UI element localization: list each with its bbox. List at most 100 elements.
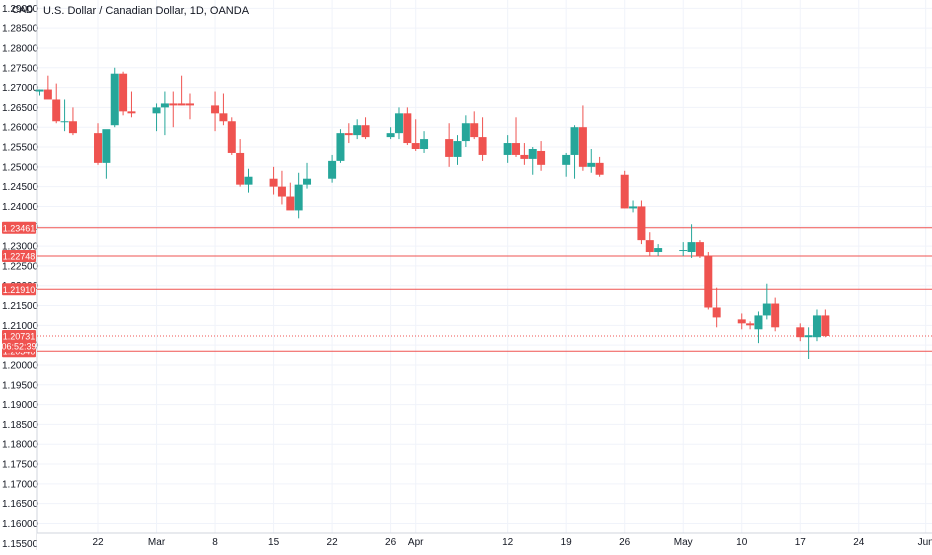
candle-body[interactable] (679, 250, 688, 252)
candle-body[interactable] (394, 113, 403, 134)
x-tick-label: 22 (92, 537, 104, 548)
candle-body[interactable] (570, 127, 579, 155)
candle-body[interactable] (645, 240, 654, 253)
candle-body[interactable] (277, 186, 286, 197)
y-tick-label: 1.27500 (2, 63, 39, 74)
candle-body[interactable] (386, 133, 395, 138)
candle-body[interactable] (470, 123, 479, 138)
candle-body[interactable] (620, 174, 629, 209)
candle-body[interactable] (94, 133, 103, 163)
plot-area (37, 0, 932, 533)
y-tick-label: 1.20000 (2, 360, 39, 371)
chart-title: U.S. Dollar / Canadian Dollar, 1D, OANDA (43, 5, 250, 17)
candle-body[interactable] (771, 303, 780, 328)
x-tick-label: 17 (795, 537, 807, 548)
candle-body[interactable] (303, 178, 312, 185)
candle-body[interactable] (796, 327, 805, 338)
candle-body[interactable] (286, 196, 295, 211)
candle-body[interactable] (804, 335, 813, 338)
candle-body[interactable] (403, 113, 412, 144)
candle-body[interactable] (687, 242, 696, 253)
y-tick-label: 1.28000 (2, 43, 39, 54)
candle-body[interactable] (269, 178, 278, 187)
candle-body[interactable] (537, 150, 546, 165)
candle-body[interactable] (461, 123, 470, 142)
y-tick-label: 1.26000 (2, 123, 39, 134)
candle-body[interactable] (127, 111, 136, 114)
candle-body[interactable] (629, 206, 638, 209)
y-tick-label: 1.26500 (2, 103, 39, 114)
candle-body[interactable] (503, 143, 512, 155)
candle-body[interactable] (762, 303, 771, 316)
candle-body[interactable] (227, 121, 236, 153)
candle-body[interactable] (637, 206, 646, 241)
candle-body[interactable] (211, 105, 220, 114)
x-tick-label: Apr (408, 537, 424, 548)
candle-body[interactable] (328, 160, 337, 179)
candle-body[interactable] (445, 139, 454, 157)
level-price-tag (2, 250, 36, 263)
candle-body[interactable] (43, 89, 52, 100)
candle-body[interactable] (336, 133, 345, 161)
candle-body[interactable] (704, 255, 713, 308)
candle-body[interactable] (60, 121, 69, 123)
candle-body[interactable] (746, 323, 755, 326)
candle-body[interactable] (528, 148, 537, 159)
time-axis (37, 533, 932, 550)
candle-body[interactable] (35, 89, 44, 92)
candle-body[interactable] (152, 107, 161, 114)
candle-body[interactable] (411, 143, 420, 149)
candle-body[interactable] (587, 162, 596, 167)
y-tick-label: 1.16000 (2, 519, 39, 530)
y-tick-label: 1.25500 (2, 143, 39, 154)
level-price-label: 1.23461 (3, 223, 36, 233)
x-tick-label: 26 (619, 537, 631, 548)
y-tick-label: 1.27000 (2, 83, 39, 94)
candle-body[interactable] (712, 307, 721, 318)
candle-body[interactable] (562, 154, 571, 165)
y-tick-label: 1.24000 (2, 202, 39, 213)
candle-body[interactable] (520, 154, 529, 159)
y-tick-label: 1.18500 (2, 420, 39, 431)
candle-body[interactable] (420, 139, 429, 149)
candle-body[interactable] (361, 125, 370, 138)
candle-body[interactable] (236, 152, 245, 185)
candle-body[interactable] (578, 127, 587, 167)
candle-body[interactable] (244, 176, 253, 185)
level-price-label: 1.21910 (3, 285, 36, 295)
candle-body[interactable] (654, 248, 663, 253)
candle-body[interactable] (821, 315, 830, 336)
candle-body[interactable] (219, 113, 228, 122)
candle-body[interactable] (110, 73, 119, 126)
candle-body[interactable] (695, 242, 704, 256)
y-tick-label: 1.24500 (2, 182, 39, 193)
candle-body[interactable] (160, 103, 169, 108)
candle-body[interactable] (185, 103, 194, 106)
candle-body[interactable] (177, 103, 186, 106)
candle-body[interactable] (169, 103, 178, 106)
candle-body[interactable] (754, 315, 763, 330)
candle-body[interactable] (737, 319, 746, 324)
candle-body[interactable] (119, 73, 128, 112)
candle-body[interactable] (52, 99, 61, 122)
candle-body[interactable] (512, 143, 521, 155)
candle-body[interactable] (478, 137, 487, 155)
y-tick-label: 1.25000 (2, 162, 39, 173)
x-tick-label: 22 (327, 537, 339, 548)
candle-body[interactable] (453, 141, 462, 157)
countdown-label: 06:52:39 (1, 341, 36, 351)
candle-body[interactable] (812, 315, 821, 338)
candle-body[interactable] (595, 162, 604, 175)
x-tick-label: 15 (268, 537, 280, 548)
candle-body[interactable] (353, 125, 362, 136)
candle-body[interactable] (68, 121, 77, 134)
y-tick-label: 1.28500 (2, 24, 39, 35)
y-tick-label: 1.19500 (2, 380, 39, 391)
candle-body[interactable] (102, 129, 111, 163)
y-tick-label: 1.17000 (2, 479, 39, 490)
x-tick-label: Jun (918, 537, 932, 548)
candle-body[interactable] (344, 133, 353, 136)
candle-body[interactable] (294, 184, 303, 211)
